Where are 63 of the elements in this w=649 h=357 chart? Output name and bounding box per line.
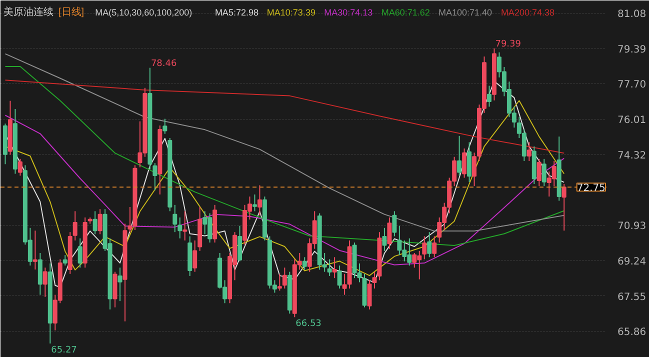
candlestick <box>282 267 287 290</box>
candlestick <box>302 256 307 270</box>
y-tick-label: 79.39 <box>618 44 646 56</box>
candlestick <box>342 273 347 296</box>
candlestick <box>252 194 257 212</box>
annotation: 65.27 <box>51 345 77 356</box>
y-tick-label: 74.32 <box>618 150 646 162</box>
candlestick <box>526 142 532 162</box>
candlestick <box>542 158 546 187</box>
candlestick <box>32 230 38 270</box>
line-series <box>4 80 565 154</box>
text: MA5:72.98 <box>214 8 258 18</box>
candlestick <box>192 240 198 272</box>
candlestick <box>182 210 188 241</box>
candlestick <box>337 265 342 290</box>
candlestick <box>462 148 467 178</box>
candlestick <box>118 267 122 302</box>
y-tick-label: 67.55 <box>618 292 646 303</box>
text: MA60:71.62 <box>381 8 430 18</box>
annotation: 66.53 <box>296 319 322 330</box>
candlestick <box>327 258 332 276</box>
annotation: 79.39 <box>495 39 522 50</box>
text: MA200:74.38 <box>500 8 554 18</box>
candlestick <box>367 280 372 310</box>
candlestick <box>18 158 22 176</box>
candlestick <box>392 210 397 237</box>
text: 美原油连续 <box>4 6 54 18</box>
candlestick <box>372 271 377 290</box>
candlestick <box>98 208 102 235</box>
candlestick <box>457 135 462 176</box>
candlestick <box>486 85 492 108</box>
candlestick <box>178 216 182 239</box>
y-tick-label: 81.08 <box>618 9 646 20</box>
y-tick-label: 69.24 <box>618 256 646 268</box>
candlestick <box>536 158 542 187</box>
candlestick <box>382 227 387 252</box>
candlestick <box>42 267 48 298</box>
text: MA10:73.39 <box>266 8 316 18</box>
candlestick <box>92 210 98 235</box>
candlestick <box>78 238 82 268</box>
candlestick <box>422 236 427 260</box>
annotation: MA(5,10,30,60,100,200) <box>95 8 192 18</box>
candlestick <box>62 254 68 266</box>
y-tick-label: 77.70 <box>618 80 646 91</box>
y-tick-label: 70.93 <box>618 221 646 232</box>
candlestick <box>277 273 282 292</box>
candlestick <box>172 204 178 233</box>
candlestick <box>387 216 392 250</box>
candlestick <box>238 225 242 262</box>
y-tick-label: 76.01 <box>618 115 646 126</box>
annotation: 78.46 <box>150 58 177 69</box>
candlestick <box>72 210 78 241</box>
candlestick <box>432 236 437 258</box>
candlestick <box>257 184 262 216</box>
text: [日线] <box>58 6 84 18</box>
candlestick <box>162 118 168 134</box>
text: MA100:71.40 <box>438 8 492 18</box>
text: MA30:74.13 <box>324 8 373 18</box>
candlestick <box>427 232 432 258</box>
candlestick <box>332 256 337 279</box>
candlestick <box>152 162 158 191</box>
y-tick-label: 65.86 <box>618 327 646 338</box>
candlestick <box>562 184 566 232</box>
